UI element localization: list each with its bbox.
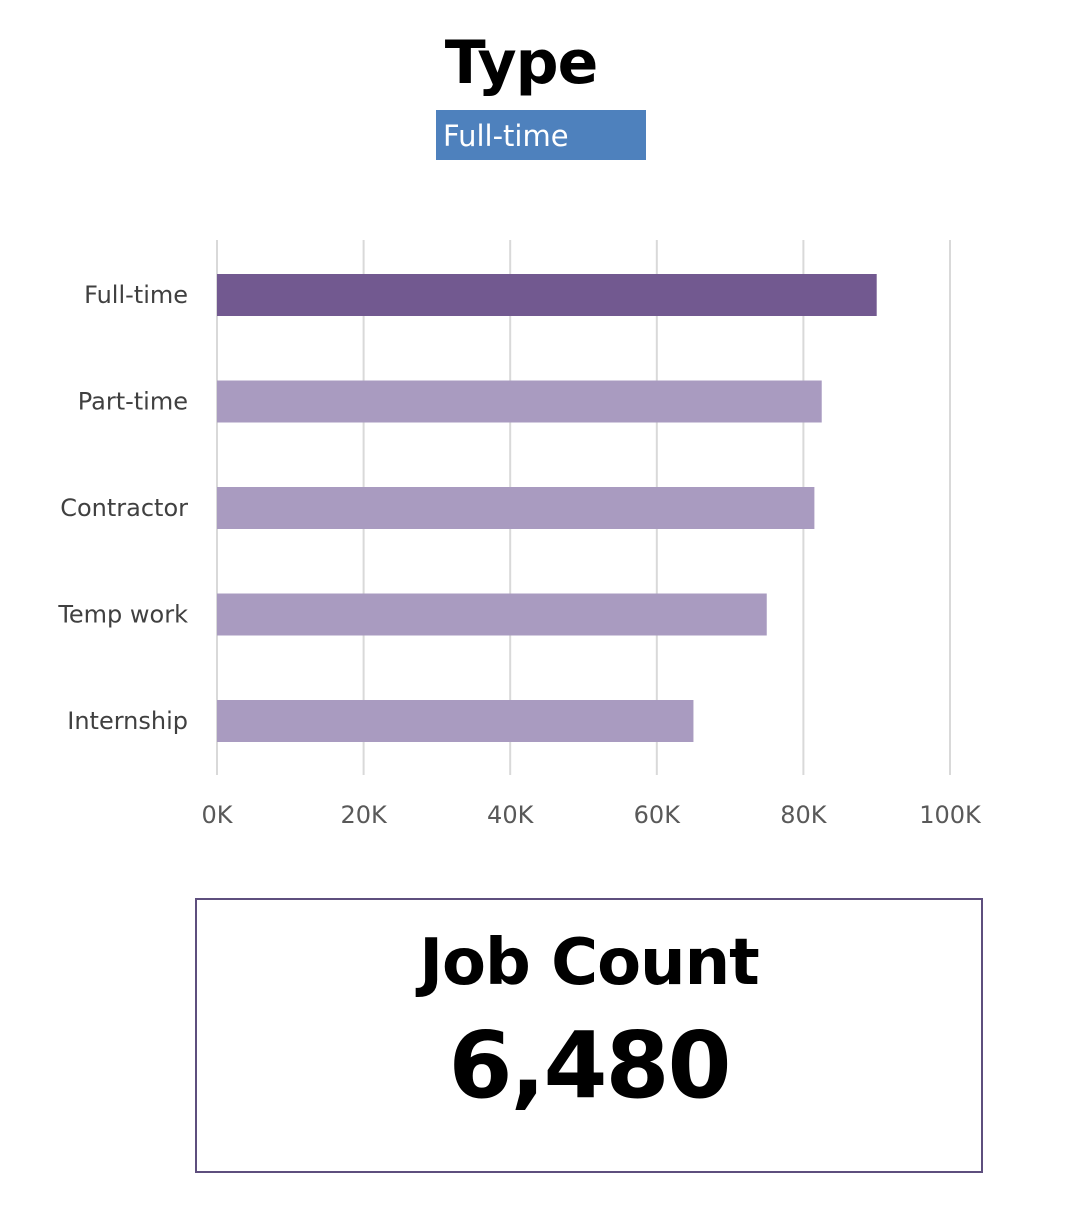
bar-contractor[interactable] bbox=[217, 487, 815, 529]
category-label: Contractor bbox=[60, 494, 188, 522]
x-tick-label: 80K bbox=[780, 801, 828, 829]
kpi-label: Job Count bbox=[419, 926, 760, 1000]
category-labels: Full-time Part-time Contractor Temp work Int… bbox=[57, 281, 188, 735]
bar-chart: Full-time Part-time Contractor Temp work Int… bbox=[57, 240, 982, 829]
x-tick-label: 0K bbox=[201, 801, 233, 829]
x-tick-label: 20K bbox=[340, 801, 388, 829]
kpi-card: Job Count 6,480 bbox=[195, 898, 983, 1173]
category-label: Full-time bbox=[84, 281, 188, 309]
x-tick-label: 60K bbox=[634, 801, 682, 829]
x-tick-labels: 0K 20K 40K 60K 80K 100K bbox=[201, 801, 982, 829]
bar-full-time[interactable] bbox=[217, 274, 877, 316]
slicer-title: Type bbox=[444, 28, 599, 98]
category-label: Part-time bbox=[78, 388, 188, 416]
bar-temp-work[interactable] bbox=[217, 593, 767, 636]
x-tick-label: 40K bbox=[487, 801, 535, 829]
x-tick-label: 100K bbox=[919, 801, 982, 829]
category-label: Temp work bbox=[57, 601, 188, 629]
bars bbox=[217, 274, 877, 742]
kpi-value: 6,480 bbox=[448, 1012, 731, 1119]
bar-internship[interactable] bbox=[217, 700, 694, 742]
filter-chip-selected[interactable]: Full-time bbox=[436, 110, 646, 160]
category-label: Internship bbox=[67, 707, 188, 735]
bar-part-time[interactable] bbox=[217, 380, 822, 423]
